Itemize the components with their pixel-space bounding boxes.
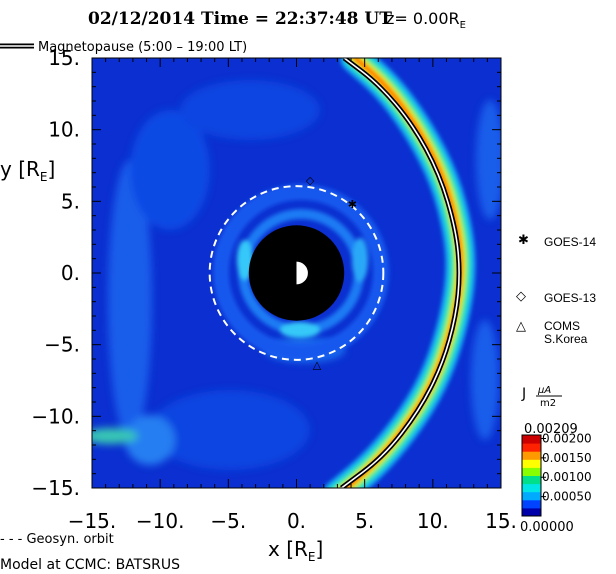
colorbar-max: 0.00209 — [524, 422, 578, 437]
colorbar-unit-num: μA — [537, 385, 551, 396]
colorbar-tick-label: 0.00150 — [542, 451, 592, 465]
colorbar-swatch — [522, 483, 541, 493]
x-tick-label: −10. — [136, 509, 185, 533]
y-tick-label: −15. — [31, 476, 80, 500]
colorbar: J μA m2 0.00209 0.002000.001500.001000.0… — [520, 385, 592, 535]
colorbar-swatch — [522, 459, 541, 468]
heatmap-area: ✱ ◇ △ — [92, 58, 501, 488]
x-tick-label: 0. — [287, 509, 306, 533]
geosyn-orbit-label: - - - Geosyn. orbit — [0, 532, 114, 547]
colorbar-title: J — [521, 386, 526, 402]
geosynchronous-orbit — [208, 185, 385, 361]
y-axis-label: y [RE] — [0, 157, 55, 184]
goes13-label: GOES-13 — [544, 291, 596, 305]
x-tick-label: 5. — [355, 509, 374, 533]
spacecraft-markers: ✱ ◇ △ — [306, 174, 357, 372]
goes14-label: GOES-14 — [544, 235, 596, 249]
spacecraft-marker: △ — [313, 359, 322, 372]
axis-ticks — [91, 57, 502, 489]
y-tick-label: 10. — [48, 118, 80, 142]
y-tick-label: 0. — [61, 261, 80, 285]
legend-magnetopause: Magnetopause (5:00 – 19:00 LT) — [0, 40, 247, 55]
colorbar-swatch — [522, 507, 541, 517]
coms-label: COMS — [544, 319, 580, 333]
x-tick-label: −5. — [210, 509, 246, 533]
spacecraft-marker: ✱ — [348, 198, 357, 211]
colorbar-min: 0.00000 — [520, 520, 574, 535]
colorbar-tick-label: 0.00200 — [542, 431, 592, 445]
x-axis-label: x [RE] — [268, 537, 323, 564]
goes13-symbol: ◇ — [516, 289, 526, 304]
x-tick-label: −15. — [68, 509, 117, 533]
goes14-symbol: ✱ — [518, 233, 529, 248]
colorbar-tick-label: 0.00050 — [542, 490, 592, 504]
colorbar-tick-label: 0.00100 — [542, 470, 592, 484]
earth-icon — [283, 260, 310, 286]
spacecraft-legend: ✱ GOES-14 ◇ GOES-13 △ COMS S.Korea — [516, 233, 596, 346]
colorbar-gradient — [522, 435, 541, 517]
colorbar-swatch — [522, 499, 541, 509]
axis-tick-labels: −15. −10. −5. 0. 5. 10. 15. 15. 10. 5. 0. −5. −10. −1… — [31, 46, 516, 533]
colorbar-swatch — [522, 451, 541, 460]
y-tick-label: −10. — [31, 404, 80, 428]
model-label: Model at CCMC: BATSRUS — [0, 557, 180, 573]
plot-title: 02/12/2014 Time = 22:37:48 UT — [88, 9, 392, 29]
y-tick-label: 15. — [48, 46, 80, 70]
magnetopause-label: Magnetopause (5:00 – 19:00 LT) — [38, 40, 247, 55]
colorbar-swatch — [522, 443, 541, 452]
colorbar-swatch — [522, 467, 541, 476]
colorbar-swatch — [522, 491, 541, 501]
x-tick-label: 10. — [417, 509, 449, 533]
magnetopause-line-inner — [341, 58, 460, 488]
spacecraft-marker: ◇ — [306, 174, 315, 187]
colorbar-swatch — [522, 475, 541, 485]
coms-symbol: △ — [516, 319, 526, 334]
colorbar-ticks: 0.00200 0.00150 0.00100 0.00050 — [541, 431, 592, 504]
x-tick-label: 15. — [485, 509, 517, 533]
y-tick-label: 5. — [61, 189, 80, 213]
y-tick-label: −5. — [44, 333, 80, 357]
coms-label-line2: S.Korea — [544, 332, 588, 346]
colorbar-unit-den: m2 — [540, 398, 556, 409]
z-label: z= 0.00RE — [386, 9, 466, 31]
colorbar-swatch — [522, 435, 541, 444]
